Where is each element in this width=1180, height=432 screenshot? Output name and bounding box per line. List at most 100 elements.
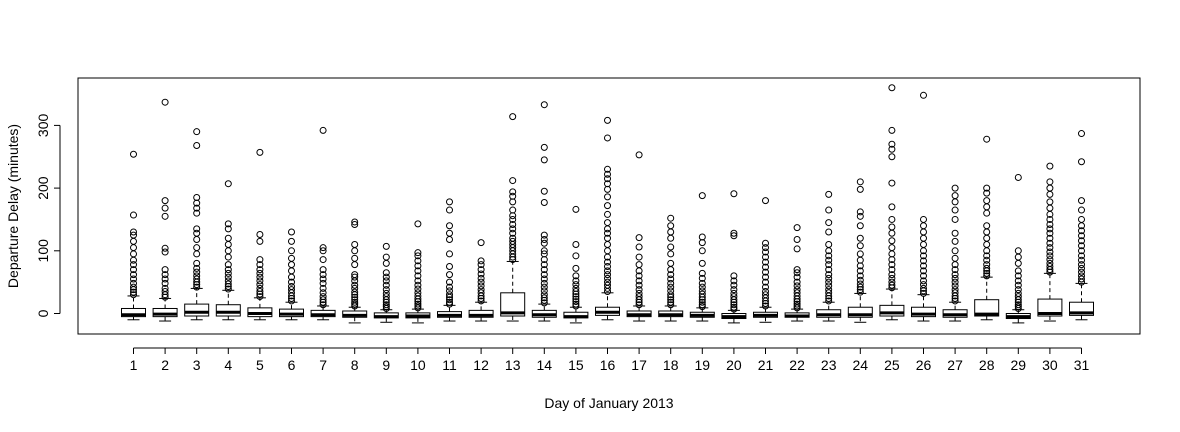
outlier-point — [951, 247, 959, 255]
outlier-point — [130, 244, 137, 252]
outlier-point — [983, 184, 991, 192]
outlier-point — [224, 220, 232, 228]
box-day-27 — [942, 184, 968, 322]
outlier-point — [130, 228, 137, 236]
outlier-point — [509, 237, 517, 245]
outlier-point — [604, 247, 611, 255]
outlier-point — [509, 212, 517, 220]
outlier-point — [635, 289, 643, 297]
outlier-point — [635, 151, 643, 159]
outlier-point — [351, 218, 359, 226]
box-day-30 — [1037, 162, 1063, 322]
outlier-point — [540, 291, 548, 299]
outlier-point — [414, 220, 422, 228]
iqr-box — [152, 307, 178, 318]
outlier-point — [382, 289, 390, 297]
outlier-point — [730, 281, 738, 289]
outlier-point — [1078, 247, 1085, 255]
outlier-point — [667, 291, 675, 299]
outlier-point — [1078, 252, 1085, 260]
outlier-point — [730, 277, 738, 285]
outlier-point — [414, 252, 422, 260]
outlier-point — [730, 229, 738, 237]
outlier-point — [446, 291, 453, 299]
x-tick-label: 11 — [442, 357, 457, 373]
outlier-point — [951, 192, 959, 200]
outlier-point — [193, 250, 201, 258]
x-tick-label: 10 — [410, 357, 426, 373]
outlier-point — [730, 293, 738, 301]
x-tick-label: 15 — [568, 357, 584, 373]
outlier-point — [382, 293, 390, 301]
outlier-point — [509, 206, 517, 214]
box-day-31 — [1069, 130, 1094, 321]
x-tick-label: 29 — [1011, 357, 1027, 373]
outlier-point — [983, 197, 991, 205]
outlier-point — [161, 248, 169, 256]
outlier-point — [1078, 256, 1085, 264]
outlier-point — [288, 228, 295, 236]
outlier-point — [856, 178, 864, 186]
box-day-29 — [1005, 173, 1031, 324]
outlier-point — [667, 279, 675, 287]
outlier-point — [540, 239, 548, 247]
box-day-14 — [531, 101, 557, 322]
outlier-point — [1046, 184, 1054, 192]
x-tick-label: 12 — [473, 357, 489, 373]
iqr-box — [121, 307, 146, 318]
outlier-point — [382, 281, 390, 289]
outlier-point — [351, 271, 359, 279]
outlier-point — [446, 278, 453, 286]
outlier-point — [888, 223, 896, 231]
box-day-1 — [121, 150, 146, 321]
outlier-point — [825, 252, 833, 260]
outlier-point — [414, 277, 422, 285]
outlier-point — [888, 215, 896, 223]
outlier-point — [983, 203, 991, 211]
outlier-point — [856, 288, 864, 296]
outlier-point — [319, 289, 327, 297]
outlier-point — [446, 198, 453, 206]
outlier-point — [856, 267, 864, 275]
box-day-5 — [247, 148, 273, 321]
outlier-point — [825, 241, 833, 249]
outlier-point — [604, 258, 611, 266]
outlier-point — [730, 303, 738, 311]
outlier-point — [130, 266, 137, 274]
outlier-point — [351, 300, 359, 308]
outlier-point — [288, 283, 295, 291]
outlier-point — [509, 192, 517, 200]
outlier-point — [888, 274, 896, 282]
outlier-point — [667, 298, 675, 306]
outlier-point — [130, 256, 137, 264]
x-tick-label: 22 — [789, 357, 805, 373]
outlier-point — [351, 284, 359, 292]
outlier-point — [983, 272, 991, 280]
outlier-point — [1046, 215, 1054, 223]
outlier-point — [762, 291, 769, 299]
outlier-point — [1046, 252, 1054, 260]
outlier-point — [762, 263, 769, 271]
x-tick-label: 17 — [631, 357, 647, 373]
outlier-point — [983, 222, 991, 230]
outlier-point — [540, 101, 548, 109]
iqr-box — [500, 292, 526, 317]
outlier-point — [1046, 256, 1054, 264]
outlier-point — [382, 253, 390, 261]
outlier-point — [509, 198, 517, 206]
outlier-point — [1046, 204, 1054, 212]
outlier-point — [351, 298, 359, 306]
outlier-point — [256, 293, 264, 301]
x-tick-label: 4 — [224, 357, 232, 373]
outlier-point — [414, 289, 422, 297]
outlier-point — [193, 283, 201, 291]
outlier-point — [540, 156, 548, 164]
x-tick-label: 18 — [663, 357, 679, 373]
outlier-point — [540, 287, 548, 295]
outlier-point — [1078, 227, 1085, 235]
outlier-point — [509, 113, 517, 121]
outlier-point — [1078, 261, 1085, 269]
outlier-point — [825, 286, 833, 294]
outlier-point — [604, 170, 611, 178]
outlier-point — [161, 279, 169, 287]
